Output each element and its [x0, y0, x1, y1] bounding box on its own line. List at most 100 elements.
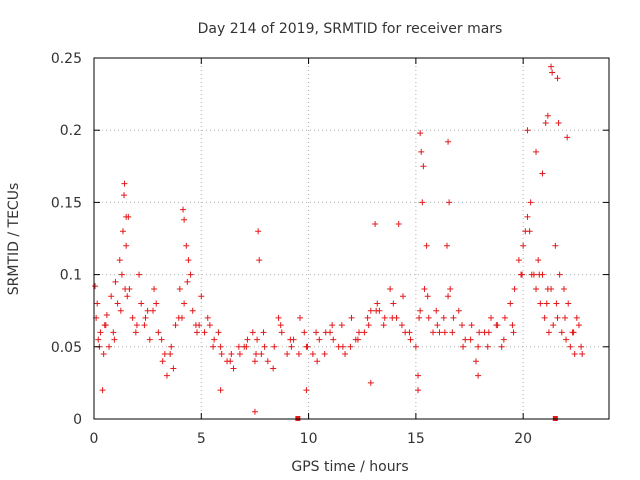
data-point	[228, 351, 235, 358]
data-point	[159, 358, 166, 365]
data-point	[287, 336, 294, 343]
data-point	[211, 336, 218, 343]
data-point	[103, 312, 110, 319]
data-point	[484, 343, 491, 350]
data-point	[539, 170, 546, 177]
y-tick-label: 0	[73, 412, 82, 428]
data-point	[459, 322, 466, 329]
data-point	[251, 358, 258, 365]
data-point	[339, 343, 346, 350]
data-point	[275, 314, 282, 321]
data-point	[210, 343, 217, 350]
data-point	[407, 336, 414, 343]
data-point	[217, 343, 224, 350]
data-point	[303, 387, 310, 394]
data-point	[117, 307, 124, 314]
data-point	[138, 300, 145, 307]
data-point	[515, 257, 522, 264]
data-point	[545, 329, 552, 336]
data-point	[524, 127, 531, 134]
data-point	[536, 271, 543, 278]
data-point	[436, 329, 443, 336]
data-point	[443, 242, 450, 249]
data-point	[441, 329, 448, 336]
data-point	[204, 314, 211, 321]
data-point	[367, 307, 374, 314]
data-point	[108, 293, 115, 300]
y-tick-label: 0.25	[51, 51, 82, 67]
data-point	[112, 278, 119, 285]
data-point	[95, 336, 102, 343]
data-point	[415, 372, 422, 379]
data-point	[380, 322, 387, 329]
data-point	[163, 372, 170, 379]
data-point	[122, 286, 129, 293]
data-point	[170, 365, 177, 372]
data-point	[136, 271, 143, 278]
data-point	[132, 329, 139, 336]
data-point	[542, 119, 549, 126]
data-point	[155, 329, 162, 336]
data-point	[412, 343, 419, 350]
data-point	[254, 336, 261, 343]
data-point	[161, 351, 168, 358]
data-point	[167, 351, 174, 358]
data-point	[445, 293, 452, 300]
data-point	[553, 300, 560, 307]
data-point	[549, 69, 556, 76]
data-point	[172, 322, 179, 329]
data-point	[264, 358, 271, 365]
data-point	[440, 314, 447, 321]
data-point	[146, 336, 153, 343]
data-point	[176, 286, 183, 293]
data-point	[361, 329, 368, 336]
data-point	[106, 343, 113, 350]
data-point	[168, 343, 175, 350]
data-point	[373, 307, 380, 314]
data-point	[251, 408, 258, 415]
data-point	[472, 358, 479, 365]
data-point	[288, 343, 295, 350]
data-point	[526, 228, 533, 235]
data-point	[356, 329, 363, 336]
data-point	[462, 336, 469, 343]
data-point	[102, 322, 109, 329]
data-points	[92, 63, 586, 415]
data-point	[192, 322, 199, 329]
data-point	[550, 322, 557, 329]
data-point	[420, 163, 427, 170]
data-point	[124, 293, 131, 300]
data-point	[387, 286, 394, 293]
y-tick-label: 0.2	[60, 123, 82, 139]
data-point	[94, 300, 101, 307]
data-point	[123, 242, 130, 249]
data-point	[476, 329, 483, 336]
data-point	[253, 351, 260, 358]
data-point	[236, 351, 243, 358]
data-point	[535, 257, 542, 264]
data-point	[446, 199, 453, 206]
data-point	[348, 314, 355, 321]
data-point	[544, 112, 551, 119]
data-point	[206, 322, 213, 329]
data-point	[295, 351, 302, 358]
data-point	[530, 271, 537, 278]
data-point	[558, 329, 565, 336]
data-point	[563, 336, 570, 343]
data-point	[301, 329, 308, 336]
data-point	[417, 130, 424, 137]
data-point	[543, 300, 550, 307]
data-point	[241, 343, 248, 350]
data-point	[309, 351, 316, 358]
data-point	[142, 314, 149, 321]
data-point	[400, 293, 406, 300]
data-point	[121, 192, 128, 199]
data-point	[227, 358, 234, 365]
x-tick-label: 0	[90, 431, 99, 447]
data-point	[571, 351, 578, 358]
data-point	[277, 322, 284, 329]
data-point	[419, 199, 426, 206]
data-point	[524, 213, 531, 220]
data-point	[110, 329, 117, 336]
